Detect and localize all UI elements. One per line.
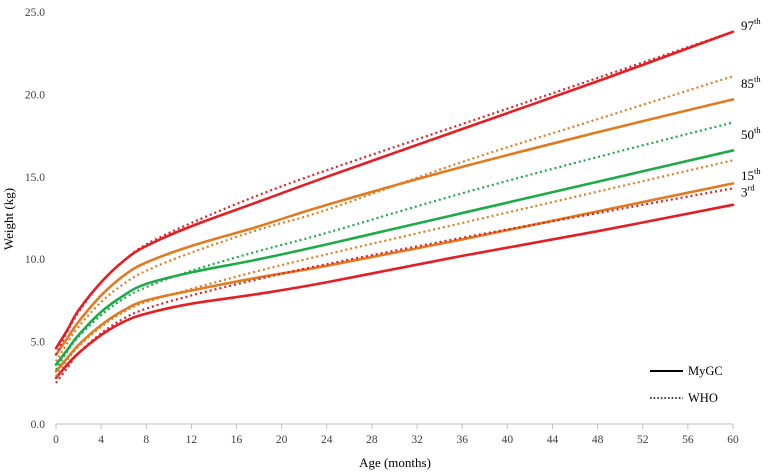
percentile-label: 3rd (741, 183, 755, 200)
x-tick-label: 20 (276, 434, 288, 446)
legend: MyGC WHO (650, 364, 723, 405)
x-tick-label: 32 (411, 434, 423, 446)
legend-label-who: WHO (688, 391, 718, 405)
mygc-series-line-0 (54, 30, 735, 350)
x-tick-label: 24 (321, 434, 333, 446)
x-tick-label: 44 (547, 434, 559, 446)
y-tick-label: 25.0 (25, 7, 45, 19)
x-tick-label: 52 (637, 434, 649, 446)
y-tick-label: 0.0 (31, 419, 46, 431)
who-series-line-7 (55, 121, 734, 371)
x-axis-title: Age (months) (359, 455, 431, 470)
y-tick-label: 5.0 (31, 337, 46, 349)
y-tick-label: 10.0 (25, 254, 45, 266)
mygc-series-line-4 (54, 203, 735, 380)
percentile-label: 50th (741, 125, 761, 142)
x-tick-label: 8 (143, 434, 149, 446)
y-tick-label: 20.0 (25, 89, 45, 101)
x-tick-label: 16 (231, 434, 243, 446)
x-tick-label: 12 (186, 434, 198, 446)
chart-series (54, 30, 735, 384)
mygc-series-line-1 (54, 98, 735, 357)
who-series-line-9 (55, 187, 734, 384)
legend-label-mygc: MyGC (688, 364, 723, 378)
mygc-series-line-2 (54, 149, 735, 366)
y-axis-ticks: 0.0 5.0 10.0 15.0 20.0 25.0 (25, 7, 45, 431)
x-tick-label: 60 (727, 434, 739, 446)
who-series-line-6 (55, 75, 734, 362)
x-tick-label: 56 (682, 434, 694, 446)
y-axis-title: Weight (kg) (1, 188, 16, 250)
x-tick-label: 0 (53, 434, 59, 446)
mygc-series-line-3 (54, 182, 735, 373)
x-tick-label: 36 (456, 434, 468, 446)
y-tick-label: 15.0 (25, 172, 45, 184)
x-tick-label: 40 (502, 434, 514, 446)
percentile-label: 15th (741, 166, 761, 183)
who-series-line-5 (55, 30, 734, 356)
percentile-label: 85th (741, 74, 761, 91)
x-axis-ticks: 0 4 8 12 16 20 24 28 32 36 40 44 48 52 56 60 (53, 424, 739, 446)
x-tick-label: 48 (592, 434, 604, 446)
x-tick-label: 4 (98, 434, 104, 446)
percentile-label: 97th (741, 16, 761, 33)
x-tick-label: 28 (366, 434, 378, 446)
